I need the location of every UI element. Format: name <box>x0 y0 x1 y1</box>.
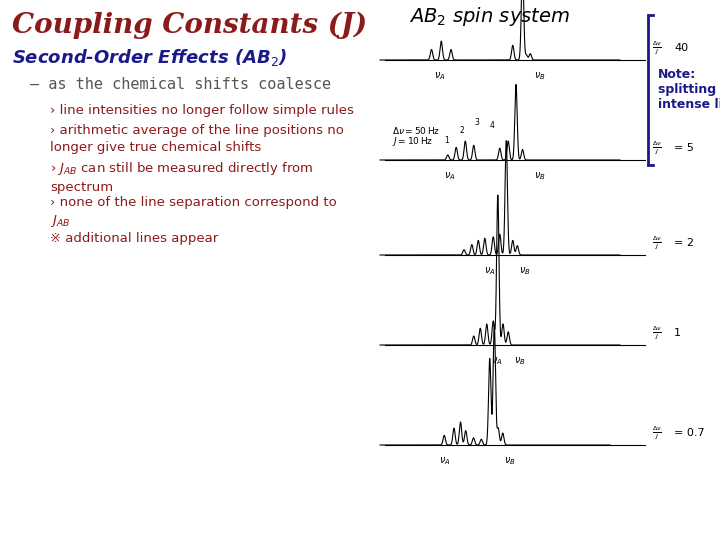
Text: $\nu_A$: $\nu_A$ <box>444 170 456 182</box>
Text: $\nu_A$: $\nu_A$ <box>439 455 451 467</box>
Text: $\nu_B$: $\nu_B$ <box>519 265 531 277</box>
Text: Coupling Constants (J): Coupling Constants (J) <box>12 12 367 39</box>
Text: – as the chemical shifts coalesce: – as the chemical shifts coalesce <box>30 77 331 92</box>
Text: $\nu_B$: $\nu_B$ <box>534 70 546 82</box>
Text: Second-Order Effects (AB$_2$): Second-Order Effects (AB$_2$) <box>12 47 287 68</box>
Text: $\Delta\nu = 50\,\mathrm{Hz}$: $\Delta\nu = 50\,\mathrm{Hz}$ <box>392 125 440 136</box>
Text: $\nu_A$: $\nu_A$ <box>484 265 496 277</box>
Text: = 5: = 5 <box>674 143 694 153</box>
Text: $\nu_B$: $\nu_B$ <box>534 170 546 182</box>
Text: $\frac{\Delta\nu}{J}$: $\frac{\Delta\nu}{J}$ <box>652 325 662 342</box>
Text: $\frac{\Delta\nu}{J}$: $\frac{\Delta\nu}{J}$ <box>652 39 662 57</box>
Text: 3: 3 <box>474 118 480 127</box>
Text: 2: 2 <box>459 126 464 135</box>
Text: $J = 10\,\mathrm{Hz}$: $J = 10\,\mathrm{Hz}$ <box>392 135 433 148</box>
Text: $\frac{\Delta\nu}{J}$: $\frac{\Delta\nu}{J}$ <box>652 139 662 157</box>
Text: 1: 1 <box>445 136 449 145</box>
Text: $\mathit{AB}_2\ \mathit{spin\ system}$: $\mathit{AB}_2\ \mathit{spin\ system}$ <box>410 5 570 28</box>
Text: › line intensities no longer follow simple rules: › line intensities no longer follow simp… <box>50 104 354 117</box>
Text: $\frac{\Delta\nu}{J}$: $\frac{\Delta\nu}{J}$ <box>652 234 662 252</box>
Text: › none of the line separation correspond to
$J_{AB}$: › none of the line separation correspond… <box>50 196 337 229</box>
Text: ※ additional lines appear: ※ additional lines appear <box>50 232 218 245</box>
Text: 1: 1 <box>674 328 681 338</box>
Text: $\nu_B$: $\nu_B$ <box>514 355 526 367</box>
Text: = 2: = 2 <box>674 238 694 248</box>
Text: 40: 40 <box>674 43 688 53</box>
Text: 4: 4 <box>490 121 495 130</box>
Text: $\nu_A$: $\nu_A$ <box>434 70 446 82</box>
Text: Note:
splitting of
intense lines: Note: splitting of intense lines <box>658 69 720 111</box>
Text: › $J_{AB}$ can still be measured directly from
spectrum: › $J_{AB}$ can still be measured directl… <box>50 160 313 193</box>
Text: $\frac{\Delta\nu}{J}$: $\frac{\Delta\nu}{J}$ <box>652 424 662 442</box>
Text: › arithmetic average of the line positions no
longer give true chemical shifts: › arithmetic average of the line positio… <box>50 124 344 153</box>
Text: $\nu_B$: $\nu_B$ <box>504 455 516 467</box>
Text: $\nu_A$: $\nu_A$ <box>491 355 503 367</box>
Text: = 0.7: = 0.7 <box>674 428 705 438</box>
